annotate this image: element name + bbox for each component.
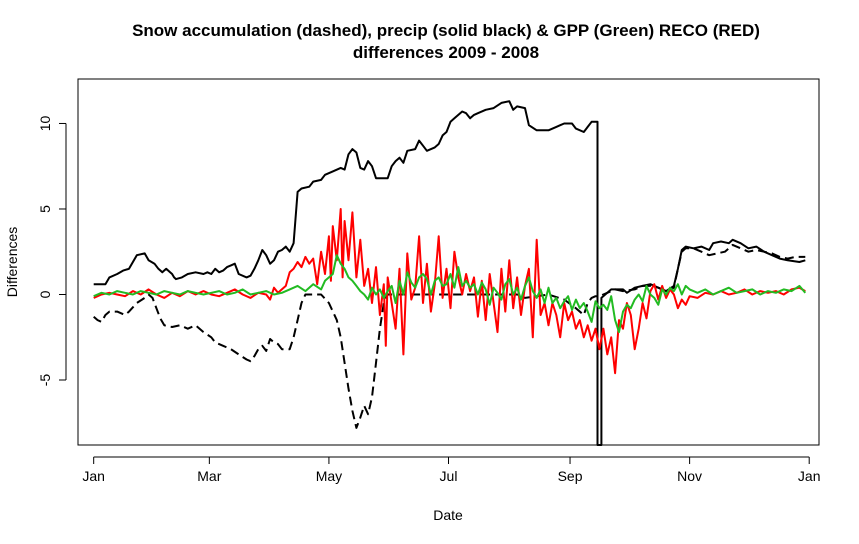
y-axis: -5 0 5 10 [37, 115, 67, 387]
chart-title-line-2: differences 2009 - 2008 [353, 43, 539, 62]
x-tick-label: May [316, 468, 342, 484]
series-line-3 [93, 208, 806, 375]
x-tick-label: Sep [558, 468, 583, 484]
y-tick-label: 0 [37, 290, 53, 298]
plot-frame [77, 78, 820, 446]
series-line-4 [93, 254, 807, 334]
y-tick-label: 5 [37, 205, 53, 213]
chart-title-line-1: Snow accumulation (dashed), precip (soli… [132, 21, 760, 40]
x-tick-label: Mar [197, 468, 221, 484]
series-layer [93, 100, 807, 446]
x-tick-label: Jul [440, 468, 458, 484]
series-line-1 [93, 100, 806, 446]
x-axis-label: Date [433, 507, 463, 523]
x-tick-label: Jan [82, 468, 105, 484]
y-tick-label: 10 [37, 115, 53, 131]
x-tick-label: Nov [677, 468, 702, 484]
series-line-2 [93, 243, 806, 429]
y-tick-label: -5 [37, 374, 53, 387]
x-axis: Jan Mar May Jul Sep Nov Jan [82, 456, 821, 484]
y-axis-label: Differences [4, 227, 20, 298]
x-tick-label: Jan [798, 468, 821, 484]
